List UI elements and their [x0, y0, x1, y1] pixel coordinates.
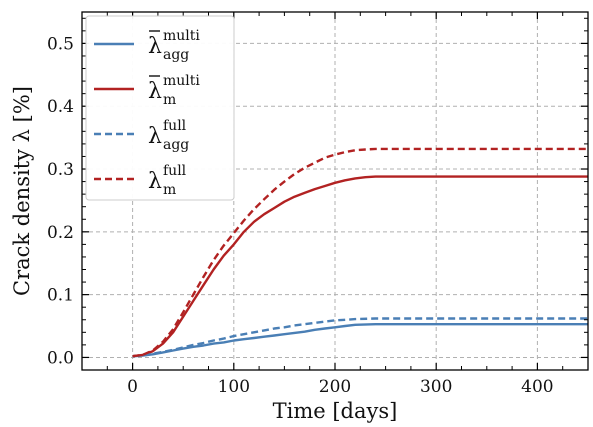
- y-tick-label: 0.5: [47, 34, 74, 54]
- x-tick-label: 0: [127, 377, 138, 397]
- y-tick-label: 0.3: [47, 160, 74, 180]
- y-axis-label: Crack density λ [%]: [10, 86, 34, 296]
- y-tick-label: 0.1: [47, 286, 74, 306]
- legend-superscript: full: [163, 163, 187, 179]
- legend-subscript: agg: [163, 137, 189, 153]
- series-line-2: [132, 317, 588, 358]
- legend-subscript: agg: [163, 47, 189, 63]
- y-tick-label: 0.4: [47, 97, 74, 117]
- x-tick-label: 100: [218, 377, 250, 397]
- legend-superscript: full: [163, 118, 187, 134]
- axis-ticks: 0 100 200 300 400 0.0 0.1 0.2 0.3 0.4 0.5: [47, 12, 589, 397]
- legend-symbol: λ: [148, 79, 162, 104]
- series-line-0: [132, 323, 588, 358]
- x-tick-label: 400: [521, 377, 553, 397]
- legend-symbol: λ: [148, 169, 162, 194]
- series-line-3: [132, 147, 588, 358]
- legend-superscript: multi: [163, 73, 200, 89]
- legend-box: [85, 15, 235, 201]
- legend-symbol: λ: [148, 34, 162, 59]
- legend-subscript: m: [163, 92, 176, 108]
- series-lines: [132, 147, 588, 358]
- y-tick-label: 0.2: [47, 223, 74, 243]
- legend-symbol: λ: [148, 124, 162, 149]
- x-tick-label: 200: [319, 377, 351, 397]
- x-axis-label: Time [days]: [273, 399, 398, 423]
- x-tick-label: 300: [420, 377, 452, 397]
- legend-superscript: multi: [163, 28, 200, 44]
- y-tick-label: 0.0: [47, 348, 74, 368]
- series-line-1: [132, 175, 588, 358]
- legend-subscript: m: [163, 182, 176, 198]
